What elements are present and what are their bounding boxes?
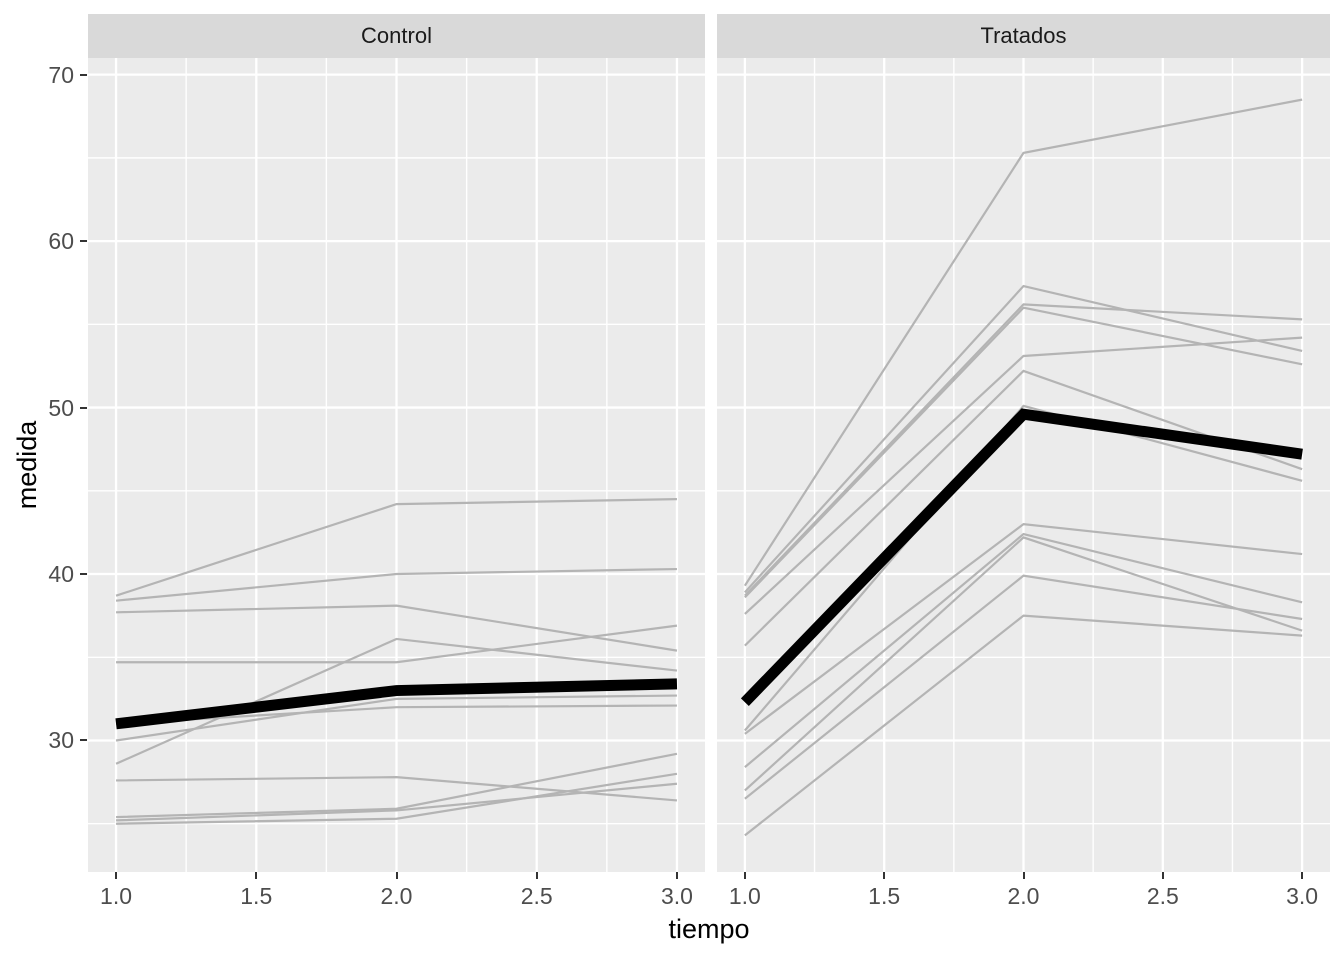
x-tick-mark <box>1301 872 1304 879</box>
subject-line <box>116 624 678 664</box>
x-tick-label: 1.5 <box>240 883 273 909</box>
subject-line <box>744 614 1303 837</box>
y-tick-mark <box>80 240 87 243</box>
subject-line <box>743 98 1303 587</box>
y-tick-label: 30 <box>48 727 74 754</box>
subject-line <box>744 284 1303 594</box>
subject-line <box>115 637 678 765</box>
subject-line <box>744 574 1303 800</box>
facet-strip-label-tratados: Tratados <box>980 23 1067 48</box>
subject-line <box>744 532 1303 768</box>
y-tick-mark <box>80 73 87 76</box>
y-tick-label: 70 <box>48 61 74 88</box>
x-axis-title: tiempo <box>668 914 750 944</box>
subject-line <box>744 336 1303 615</box>
subject-line <box>115 567 677 602</box>
facet-strip-label-control: Control <box>361 23 432 48</box>
subject-line <box>744 306 1303 599</box>
subject-line <box>744 522 1303 735</box>
x-tick-mark <box>883 872 886 879</box>
mean-line <box>115 678 678 730</box>
x-tick-label: 1.0 <box>100 883 133 909</box>
x-tick-label: 1.0 <box>728 883 761 909</box>
subject-line <box>116 604 678 652</box>
x-tick-mark <box>1161 872 1164 879</box>
subject-line <box>115 498 677 597</box>
x-tick-mark <box>395 872 398 879</box>
y-tick-mark <box>80 739 87 742</box>
subject-line <box>744 536 1303 792</box>
facet-strip-tratados: Tratados <box>717 14 1330 58</box>
subject-line <box>115 694 677 742</box>
x-tick-mark <box>115 872 118 879</box>
x-tick-mark <box>255 872 258 879</box>
panel-tratados-plot-area <box>717 58 1330 872</box>
y-axis-title: medida <box>12 420 42 510</box>
y-tick-label: 40 <box>48 561 74 588</box>
x-tick-label: 2.0 <box>1007 883 1040 909</box>
x-tick-label: 1.5 <box>868 883 901 909</box>
y-tick-label: 50 <box>48 394 74 421</box>
x-tick-label: 2.5 <box>1146 883 1179 909</box>
panel-control-plot-area <box>88 58 705 872</box>
y-tick-mark <box>80 406 87 409</box>
mean-line <box>740 408 1303 707</box>
subject-line <box>115 704 677 725</box>
x-tick-mark <box>743 872 746 879</box>
facet-strip-control: Control <box>88 14 705 58</box>
y-tick-label: 60 <box>48 228 74 255</box>
x-tick-mark <box>1022 872 1025 879</box>
x-tick-label: 3.0 <box>660 883 693 909</box>
y-tick-mark <box>80 573 87 576</box>
x-tick-label: 3.0 <box>1286 883 1319 909</box>
x-tick-label: 2.5 <box>520 883 553 909</box>
x-tick-label: 2.0 <box>380 883 413 909</box>
subject-line <box>116 752 678 819</box>
subject-line <box>116 782 678 822</box>
subject-line <box>116 772 678 825</box>
x-tick-mark <box>675 872 678 879</box>
subject-line <box>744 303 1303 597</box>
x-tick-mark <box>535 872 538 879</box>
subject-line <box>744 404 1303 732</box>
